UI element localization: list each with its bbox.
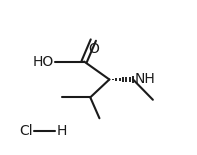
Text: HO: HO [32, 55, 54, 69]
Text: Cl: Cl [19, 124, 33, 138]
Text: O: O [88, 42, 99, 56]
Text: NH: NH [135, 73, 155, 86]
Text: H: H [56, 124, 67, 138]
